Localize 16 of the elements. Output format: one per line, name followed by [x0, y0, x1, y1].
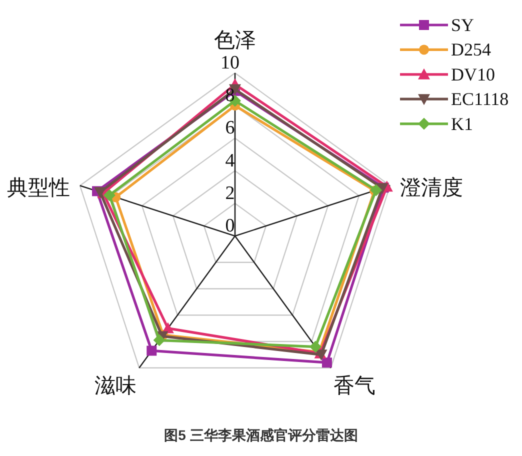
category-label: 色泽 [214, 28, 256, 52]
legend-label: K1 [451, 114, 473, 134]
legend-label: EC1118 [451, 89, 509, 110]
legend-label: SY [451, 15, 474, 35]
category-label: 香气 [333, 374, 376, 398]
tick-label: 2 [225, 182, 235, 204]
legend-label: DV10 [451, 64, 495, 84]
tick-label: 6 [225, 118, 235, 139]
category-label: 典型性 [6, 176, 70, 200]
category-label: 澄清度 [400, 176, 464, 200]
tick-label: 0 [225, 216, 235, 236]
tick-label: 10 [220, 52, 240, 74]
title: 图5 三华李果酒感官评分雷达图 [164, 427, 358, 443]
legend-label: D254 [451, 40, 491, 60]
tick-label: 4 [225, 150, 235, 172]
category-label: 滋味 [94, 374, 137, 398]
